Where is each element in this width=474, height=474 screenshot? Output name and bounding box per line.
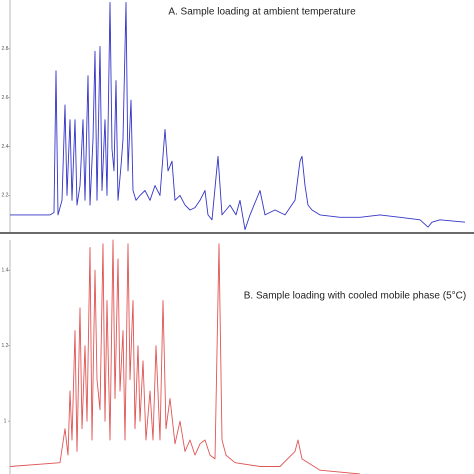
y-tick-label: 1 — [4, 418, 7, 424]
panel-title: B. Sample loading with cooled mobile pha… — [244, 291, 466, 302]
y-tick-label: 1.4 — [2, 268, 9, 274]
y-tick-label: 1.2 — [2, 343, 9, 349]
y-tick-label: 2.2 — [2, 193, 9, 199]
y-tick-label: 2.6 — [2, 95, 9, 101]
trace — [9, 239, 361, 474]
y-tick-label: 2.8 — [2, 46, 9, 52]
panel-title: A. Sample loading at ambient temperature — [168, 7, 356, 18]
y-tick-label: 2.4 — [2, 144, 9, 150]
trace — [10, 1, 466, 231]
